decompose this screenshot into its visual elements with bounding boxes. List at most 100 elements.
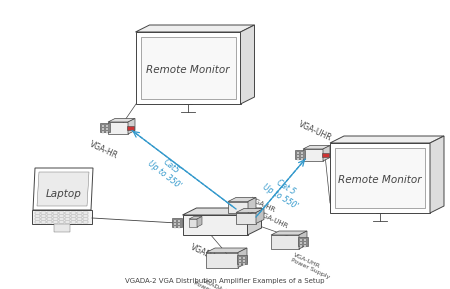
Polygon shape xyxy=(299,231,307,249)
Polygon shape xyxy=(206,253,238,268)
Text: Remote Monitor: Remote Monitor xyxy=(338,175,422,185)
Bar xyxy=(71,212,76,214)
Bar xyxy=(301,151,303,153)
Text: VGA-UHR: VGA-UHR xyxy=(258,210,290,229)
Polygon shape xyxy=(335,148,425,208)
Bar xyxy=(303,244,306,247)
Bar xyxy=(297,155,299,157)
Bar xyxy=(35,212,40,214)
Text: VGA-HR: VGA-HR xyxy=(89,140,120,161)
Bar xyxy=(300,244,302,247)
Bar xyxy=(177,225,180,227)
Bar xyxy=(301,155,303,157)
Bar xyxy=(300,238,302,240)
Bar xyxy=(295,150,305,159)
Bar xyxy=(237,255,247,264)
Polygon shape xyxy=(303,145,330,149)
Bar xyxy=(65,221,70,223)
Bar xyxy=(41,215,46,217)
Bar xyxy=(59,212,64,214)
Polygon shape xyxy=(183,208,261,215)
Bar xyxy=(47,212,52,214)
Bar xyxy=(53,212,58,214)
Polygon shape xyxy=(108,118,135,122)
Bar xyxy=(100,123,110,132)
Bar xyxy=(303,242,306,244)
Polygon shape xyxy=(236,212,256,223)
Bar xyxy=(300,242,302,244)
Polygon shape xyxy=(135,32,240,104)
Bar xyxy=(298,237,308,246)
Bar xyxy=(177,223,180,225)
Bar xyxy=(243,262,245,264)
Bar xyxy=(77,218,82,220)
Bar xyxy=(301,158,303,160)
Polygon shape xyxy=(140,37,235,99)
Polygon shape xyxy=(189,216,202,219)
Bar xyxy=(71,215,76,217)
Bar xyxy=(77,215,82,217)
Polygon shape xyxy=(189,219,197,227)
Bar xyxy=(41,218,46,220)
Polygon shape xyxy=(33,168,93,210)
Bar xyxy=(35,221,40,223)
Text: VGA-HR: VGA-HR xyxy=(250,197,277,214)
Polygon shape xyxy=(430,136,444,213)
Bar xyxy=(47,218,52,220)
Bar xyxy=(303,238,306,240)
Polygon shape xyxy=(323,145,330,161)
Polygon shape xyxy=(183,215,248,235)
Bar xyxy=(321,153,328,157)
Polygon shape xyxy=(236,208,264,212)
Polygon shape xyxy=(32,210,92,224)
Bar xyxy=(105,131,108,132)
Polygon shape xyxy=(206,248,247,253)
Bar xyxy=(174,225,176,227)
Bar xyxy=(53,221,58,223)
Text: VGADA-2 VGA Distribution Amplifier Examples of a Setup: VGADA-2 VGA Distribution Amplifier Examp… xyxy=(125,278,325,284)
Polygon shape xyxy=(128,118,135,134)
Bar xyxy=(83,221,88,223)
Bar xyxy=(238,262,241,264)
Bar xyxy=(238,260,241,262)
Bar xyxy=(71,218,76,220)
Bar xyxy=(102,127,104,129)
Bar xyxy=(65,212,70,214)
Bar xyxy=(35,218,40,220)
Polygon shape xyxy=(228,197,256,201)
Bar xyxy=(238,257,241,258)
Text: VGA-UHR
Power Supply: VGA-UHR Power Supply xyxy=(290,252,333,280)
Text: VGADA-2: VGADA-2 xyxy=(189,243,225,266)
Polygon shape xyxy=(256,208,264,223)
Bar xyxy=(297,158,299,160)
Bar xyxy=(41,221,46,223)
Bar xyxy=(54,224,70,232)
Bar xyxy=(83,212,88,214)
Bar xyxy=(126,126,134,130)
Bar xyxy=(297,151,299,153)
Bar xyxy=(174,223,176,225)
Text: VGADA-2
Power Supply: VGADA-2 Power Supply xyxy=(193,275,235,289)
Polygon shape xyxy=(228,201,248,212)
Bar xyxy=(53,218,58,220)
Text: Remote Monitor: Remote Monitor xyxy=(146,65,230,75)
Polygon shape xyxy=(271,231,307,235)
Polygon shape xyxy=(197,216,202,227)
Bar xyxy=(77,212,82,214)
Bar xyxy=(59,218,64,220)
Polygon shape xyxy=(240,25,255,104)
Bar xyxy=(41,212,46,214)
Text: Cat5
Up to 350': Cat5 Up to 350' xyxy=(146,151,189,191)
Polygon shape xyxy=(135,25,255,32)
Bar xyxy=(105,125,108,127)
Bar xyxy=(177,220,180,221)
Bar xyxy=(53,215,58,217)
Bar xyxy=(83,215,88,217)
Polygon shape xyxy=(108,122,128,134)
Bar xyxy=(172,218,182,227)
Bar xyxy=(174,220,176,221)
Bar xyxy=(77,221,82,223)
Bar xyxy=(65,215,70,217)
Polygon shape xyxy=(330,136,444,143)
Bar xyxy=(105,127,108,129)
